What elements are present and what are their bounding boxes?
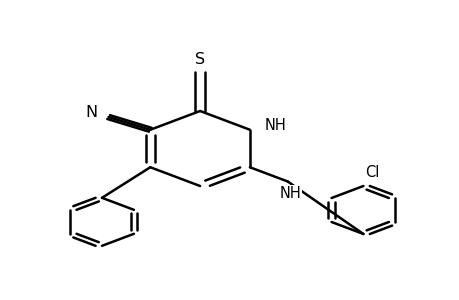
Text: NH: NH: [279, 186, 300, 201]
Text: S: S: [195, 52, 205, 68]
Text: N: N: [86, 104, 98, 119]
Text: Cl: Cl: [364, 165, 379, 180]
Text: NH: NH: [264, 118, 285, 133]
